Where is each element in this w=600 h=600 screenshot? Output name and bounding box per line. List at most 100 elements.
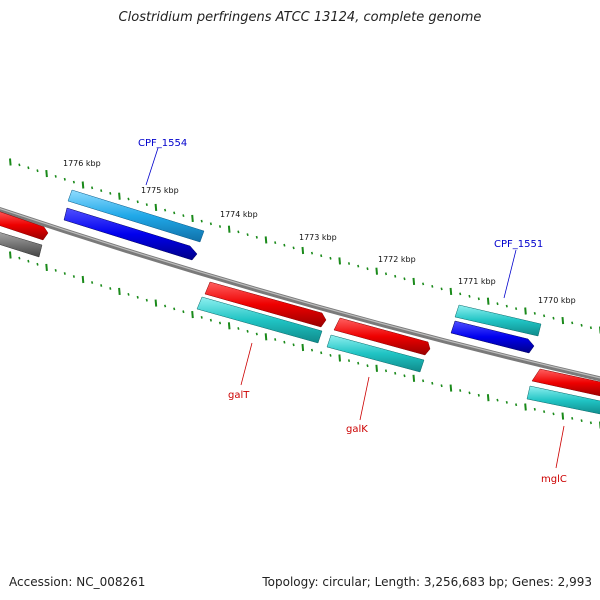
- inner-tick: [91, 281, 94, 284]
- map-title: Clostridium perfringens ATCC 13124, comp…: [118, 10, 482, 25]
- outer-tick: [533, 312, 536, 315]
- outer-tick: [486, 297, 490, 305]
- outer-tick: [127, 197, 130, 201]
- outer-tick: [310, 251, 314, 255]
- accession-text: Accession: NC_008261: [9, 575, 146, 589]
- inner-tick: [191, 311, 194, 319]
- outer-tick: [440, 287, 443, 291]
- inner-tick: [347, 359, 351, 362]
- cpf1551-cds: [450, 320, 535, 354]
- inner-tick: [329, 354, 332, 357]
- outer-tick: [301, 246, 305, 255]
- galT-orf: [196, 296, 323, 344]
- inner-tick: [18, 256, 21, 260]
- outer-tick: [375, 267, 378, 275]
- inner-tick: [81, 275, 85, 284]
- galK-cds: [333, 317, 431, 356]
- outer-tick: [209, 222, 212, 226]
- outer-tick: [384, 272, 388, 276]
- outer-tick: [431, 285, 434, 288]
- outer-tick: [292, 246, 295, 250]
- inner-tick: [36, 262, 39, 266]
- outer-tick: [515, 307, 518, 310]
- outer-tick: [72, 180, 75, 184]
- inner-tick: [589, 421, 592, 425]
- outer-tick: [182, 214, 185, 217]
- outer-tick: [81, 181, 85, 189]
- outer-tick: [477, 297, 480, 301]
- inner-tick: [496, 398, 499, 402]
- outer-tick: [136, 200, 139, 204]
- inner-tick: [571, 417, 574, 420]
- outer-tick: [347, 262, 351, 265]
- inner-tick: [173, 307, 176, 311]
- outer-tick: [338, 257, 341, 265]
- inner-tick: [375, 364, 378, 372]
- outer-tick: [118, 192, 121, 200]
- mglC-cds: [531, 368, 600, 397]
- inner-tick: [320, 351, 323, 355]
- outer-tick: [543, 314, 546, 318]
- galT-label: galT: [228, 390, 250, 401]
- inner-tick: [246, 329, 249, 333]
- outer-tick: [91, 186, 94, 190]
- scale-label-1771: 1771 kbp: [458, 277, 496, 286]
- galT-leader: [240, 342, 253, 386]
- outer-tick: [27, 166, 30, 170]
- outer-tick: [36, 169, 39, 173]
- inner-tick: [274, 338, 277, 341]
- cpf1551-label: CPF_1551: [494, 239, 543, 250]
- inner-tick: [237, 327, 240, 330]
- inner-tick: [412, 374, 416, 382]
- inner-tick: [505, 401, 508, 404]
- inner-tick: [145, 298, 148, 302]
- scale-label-1773: 1773 kbp: [299, 233, 337, 242]
- scale-label-1775: 1775 kbp: [141, 186, 179, 195]
- outer-tick: [246, 233, 249, 236]
- inner-tick: [561, 412, 565, 420]
- inner-tick: [255, 332, 258, 336]
- inner-tick: [118, 287, 121, 295]
- outer-tick: [218, 225, 222, 228]
- inner-tick: [422, 379, 425, 383]
- outer-tick: [366, 267, 369, 271]
- outer-tick: [357, 264, 360, 268]
- outer-tick: [100, 189, 103, 192]
- inner-tick: [127, 293, 130, 296]
- inner-tick: [283, 340, 286, 344]
- inner-tick: [9, 251, 12, 259]
- outer-tick: [274, 241, 277, 244]
- mglC-leader: [555, 425, 565, 469]
- partial-forward-feature-left: [0, 211, 49, 241]
- outer-tick: [580, 323, 583, 327]
- inner-tick: [218, 321, 222, 325]
- inner-tick: [72, 275, 75, 278]
- inner-tick: [394, 371, 397, 375]
- inner-tick: [431, 381, 434, 385]
- inner-tick: [552, 412, 555, 416]
- inner-tick: [292, 343, 295, 347]
- inner-tick: [459, 389, 462, 392]
- inner-tick: [486, 394, 490, 402]
- outer-tick: [227, 225, 231, 233]
- inner-tick: [227, 322, 231, 330]
- outer-tick: [63, 177, 66, 181]
- scale-label-1774: 1774 kbp: [220, 210, 258, 219]
- outer-tick: [154, 203, 158, 211]
- outer-tick: [200, 219, 203, 223]
- outer-tick: [191, 214, 194, 222]
- inner-tick: [27, 259, 30, 263]
- inner-tick: [449, 384, 453, 392]
- inner-tick: [54, 269, 57, 272]
- inner-tick: [63, 272, 66, 275]
- outer-tick: [18, 163, 21, 167]
- inner-tick: [468, 391, 471, 395]
- inner-tick: [524, 403, 527, 411]
- inner-tick: [109, 287, 112, 290]
- outer-tick: [468, 294, 471, 298]
- inner-tick: [154, 299, 158, 307]
- outer-tick: [9, 158, 12, 166]
- scale-label-1776: 1776 kbp: [63, 159, 101, 168]
- outer-tick: [45, 170, 48, 178]
